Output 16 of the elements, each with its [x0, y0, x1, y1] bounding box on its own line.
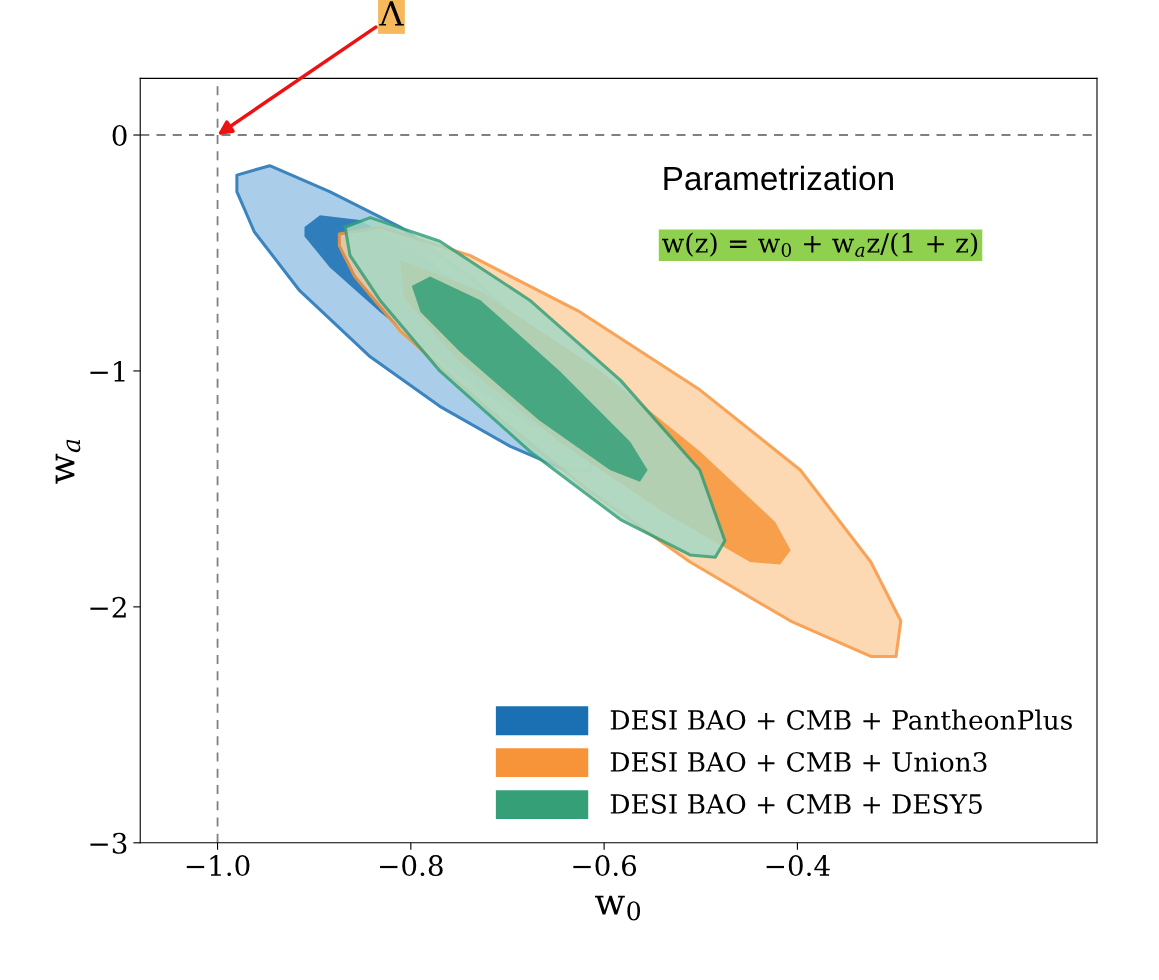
x-tick-label: −0.8 — [380, 855, 443, 877]
legend-label: DESI BAO + CMB + PantheonPlus — [610, 709, 1072, 730]
y-tick-label: 0 — [112, 124, 127, 146]
x-tick-label: −0.4 — [766, 855, 830, 877]
legend-label: DESI BAO + CMB + DESY5 — [610, 793, 982, 814]
annotation: Parametrization — [664, 165, 893, 191]
y-tick-label: −1 — [90, 360, 125, 382]
y-tick-label: −3 — [90, 832, 127, 854]
y-tick-label: −2 — [90, 596, 126, 618]
annotation: Λ — [379, 1, 404, 26]
legend-label: DESI BAO + CMB + Union3 — [610, 751, 987, 772]
x-tick-label: −0.6 — [573, 855, 637, 877]
y-axis-title: w$_{a}$ — [55, 439, 81, 484]
x-tick-label: −1.0 — [186, 855, 250, 877]
x-axis-title: w$_{0}$ — [595, 895, 641, 921]
annotation: w(z) = w$_{0}$ + w$_{a}$z/(1 + z) — [662, 232, 978, 257]
